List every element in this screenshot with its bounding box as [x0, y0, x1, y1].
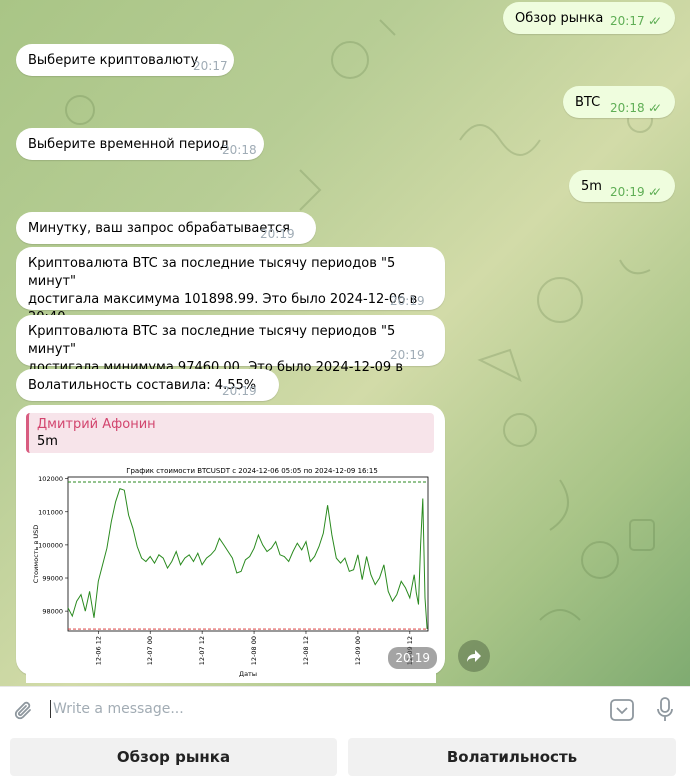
message-time: 20:18 — [222, 143, 257, 157]
y-tick-label: 99000 — [42, 575, 63, 583]
price-chart-image[interactable]: График стоимости BTCUSDT с 2024-12-06 05… — [26, 463, 436, 683]
message-text: BTC — [575, 95, 601, 110]
x-tick-label: 12-07 00 — [146, 636, 154, 665]
message-text: Выберите криптовалюту — [28, 53, 199, 68]
message-time: 20:19 — [390, 348, 425, 362]
keyboard-button-market-overview[interactable]: Обзор рынка — [10, 738, 337, 776]
forward-button[interactable] — [458, 640, 490, 672]
reply-quote[interactable]: Дмитрий Афонин 5m — [26, 413, 434, 453]
message-text: Выберите временной период — [28, 137, 229, 152]
message-time: 20:19 — [610, 185, 645, 199]
chart-title: График стоимости BTCUSDT с 2024-12-06 05… — [126, 467, 378, 475]
double-check-icon: ✓✓ — [648, 185, 662, 199]
message-text: Волатильность составила: 4.55% — [28, 378, 257, 393]
incoming-message: Криптовалюта BTC за последние тысячу пер… — [16, 247, 445, 325]
y-tick-label: 100000 — [38, 541, 63, 549]
message-time: 20:19 — [260, 227, 295, 241]
chat-background-pattern — [65, 19, 655, 621]
double-check-icon: ✓✓ — [648, 14, 662, 28]
x-tick-label: 12-07 12 — [198, 636, 206, 665]
message-input[interactable]: Write a message... — [50, 700, 184, 718]
x-tick-label: 12-09 00 — [354, 636, 362, 665]
photo-message: Дмитрий Афонин 5m График стоимости BTCUS… — [16, 405, 445, 683]
x-tick-label: 12-08 00 — [250, 636, 258, 665]
message-text: 5m — [581, 179, 602, 194]
price-series-line — [67, 487, 428, 630]
y-tick-label: 102000 — [38, 475, 63, 483]
message-time: 20:18 — [610, 101, 645, 115]
incoming-message: Минутку, ваш запрос обрабатывается 20:19 — [16, 212, 316, 244]
reply-author: Дмитрий Афонин — [37, 417, 156, 432]
incoming-message: Волатильность составила: 4.55% 20:19 — [16, 369, 279, 401]
keyboard-button-volatility[interactable]: Волатильность — [348, 738, 676, 776]
incoming-message: Криптовалюта BTC за последние тысячу пер… — [16, 315, 445, 393]
outgoing-message: 5m 20:19 ✓✓ — [569, 170, 675, 202]
message-text: Минутку, ваш запрос обрабатывается — [28, 221, 290, 236]
x-tick-label: 12-08 12 — [302, 636, 310, 665]
reply-text: 5m — [37, 434, 58, 449]
bot-keyboard-icon[interactable] — [610, 699, 634, 721]
message-input-bar: Write a message... — [0, 686, 690, 733]
incoming-message: Выберите криптовалюту 20:17 — [16, 44, 234, 76]
x-axis-label: Даты — [239, 670, 257, 678]
reply-keyboard: Обзор рынка Волатильность — [0, 732, 690, 780]
message-text: Обзор рынка — [515, 11, 604, 26]
microphone-icon[interactable] — [656, 697, 674, 723]
y-tick-label: 101000 — [38, 508, 63, 516]
chat-area: Обзор рынка 20:17 ✓✓ Выберите криптовалюту 2… — [0, 0, 690, 686]
x-tick-label: 12-06 12 — [94, 636, 102, 665]
share-icon — [467, 650, 481, 662]
photo-timestamp: 20:19 — [388, 647, 437, 669]
attach-icon[interactable] — [14, 700, 34, 722]
incoming-message: Выберите временной период 20:18 — [16, 128, 264, 160]
message-time: 20:17 — [610, 14, 645, 28]
plot-frame — [67, 476, 429, 632]
message-text: Криптовалюта BTC за последние тысячу пер… — [28, 256, 418, 325]
message-time: 20:19 — [222, 384, 257, 398]
double-check-icon: ✓✓ — [648, 101, 662, 115]
message-time: 20:19 — [390, 294, 425, 308]
message-time: 20:17 — [193, 59, 228, 73]
y-tick-label: 98000 — [42, 608, 63, 616]
y-axis-label: Стоимость в USD — [32, 525, 40, 583]
outgoing-message: Обзор рынка 20:17 ✓✓ — [503, 2, 675, 34]
outgoing-message: BTC 20:18 ✓✓ — [563, 86, 675, 118]
